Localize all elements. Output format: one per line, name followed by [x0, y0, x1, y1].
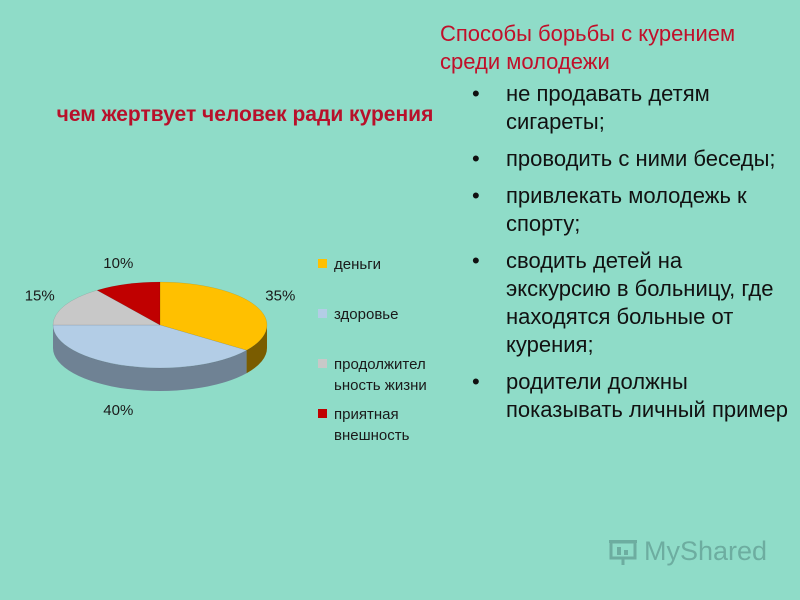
list-item: • привлекать молодежь к спорту;	[470, 182, 790, 238]
bullet-icon: •	[472, 183, 480, 208]
strategies-list: • не продавать детям сигареты; • проводить…	[470, 80, 790, 433]
data-label-appearance: 10%	[103, 255, 133, 272]
legend-swatch-appearance	[318, 409, 327, 418]
legend-label-health: здоровье	[334, 306, 399, 323]
bullet-icon: •	[472, 146, 480, 171]
legend-item-money: деньги	[318, 254, 464, 275]
bullet-icon: •	[472, 248, 480, 273]
pie-chart: 35% 40% 15% 10%	[25, 255, 296, 419]
legend-label-lifespan: продолжител ьность жизни	[334, 356, 427, 394]
legend-label-appearance: приятная внешность	[334, 406, 410, 444]
legend-item-health: здоровье	[318, 304, 464, 325]
pie-side-money	[246, 325, 267, 374]
legend-item-appearance: приятная внешность	[318, 404, 464, 446]
pie-slice-money	[159, 281, 268, 351]
list-item-text: сводить детей на экскурсию в больницу, г…	[506, 248, 774, 357]
data-label-health: 40%	[103, 402, 133, 419]
presentation-icon	[609, 539, 637, 565]
pie-slice-appearance	[96, 281, 161, 326]
bullet-icon: •	[472, 81, 480, 106]
list-item: • сводить детей на экскурсию в больницу, …	[470, 247, 790, 359]
legend-item-lifespan: продолжител ьность жизни	[318, 354, 464, 396]
data-label-lifespan: 15%	[25, 287, 55, 304]
list-item-text: привлекать молодежь к спорту;	[506, 183, 747, 236]
list-item-text: родители должны показывать личный пример	[506, 369, 788, 422]
legend-swatch-health	[318, 309, 327, 318]
pie-side-health	[53, 325, 247, 391]
pie-slice-lifespan	[52, 289, 161, 326]
legend-swatch-money	[318, 259, 327, 268]
logo-text: MyShared	[644, 536, 768, 566]
site-logo: MyShared	[608, 536, 767, 567]
slide-title: Способы борьбы с курением среди молодежи	[440, 21, 736, 74]
list-item: • не продавать детям сигареты;	[470, 80, 790, 136]
data-label-money: 35%	[265, 287, 295, 304]
bullet-icon: •	[472, 369, 480, 394]
list-item: • родители должны показывать личный приме…	[470, 368, 790, 424]
chart-title: чем жертвует человек ради курения	[56, 103, 434, 126]
list-item-text: проводить с ними беседы;	[506, 146, 776, 171]
list-item-text: не продавать детям сигареты;	[506, 81, 710, 134]
pie-slice-health	[52, 324, 248, 369]
legend-swatch-lifespan	[318, 359, 327, 368]
legend-label-money: деньги	[334, 256, 382, 273]
list-item: • проводить с ними беседы;	[470, 145, 790, 173]
